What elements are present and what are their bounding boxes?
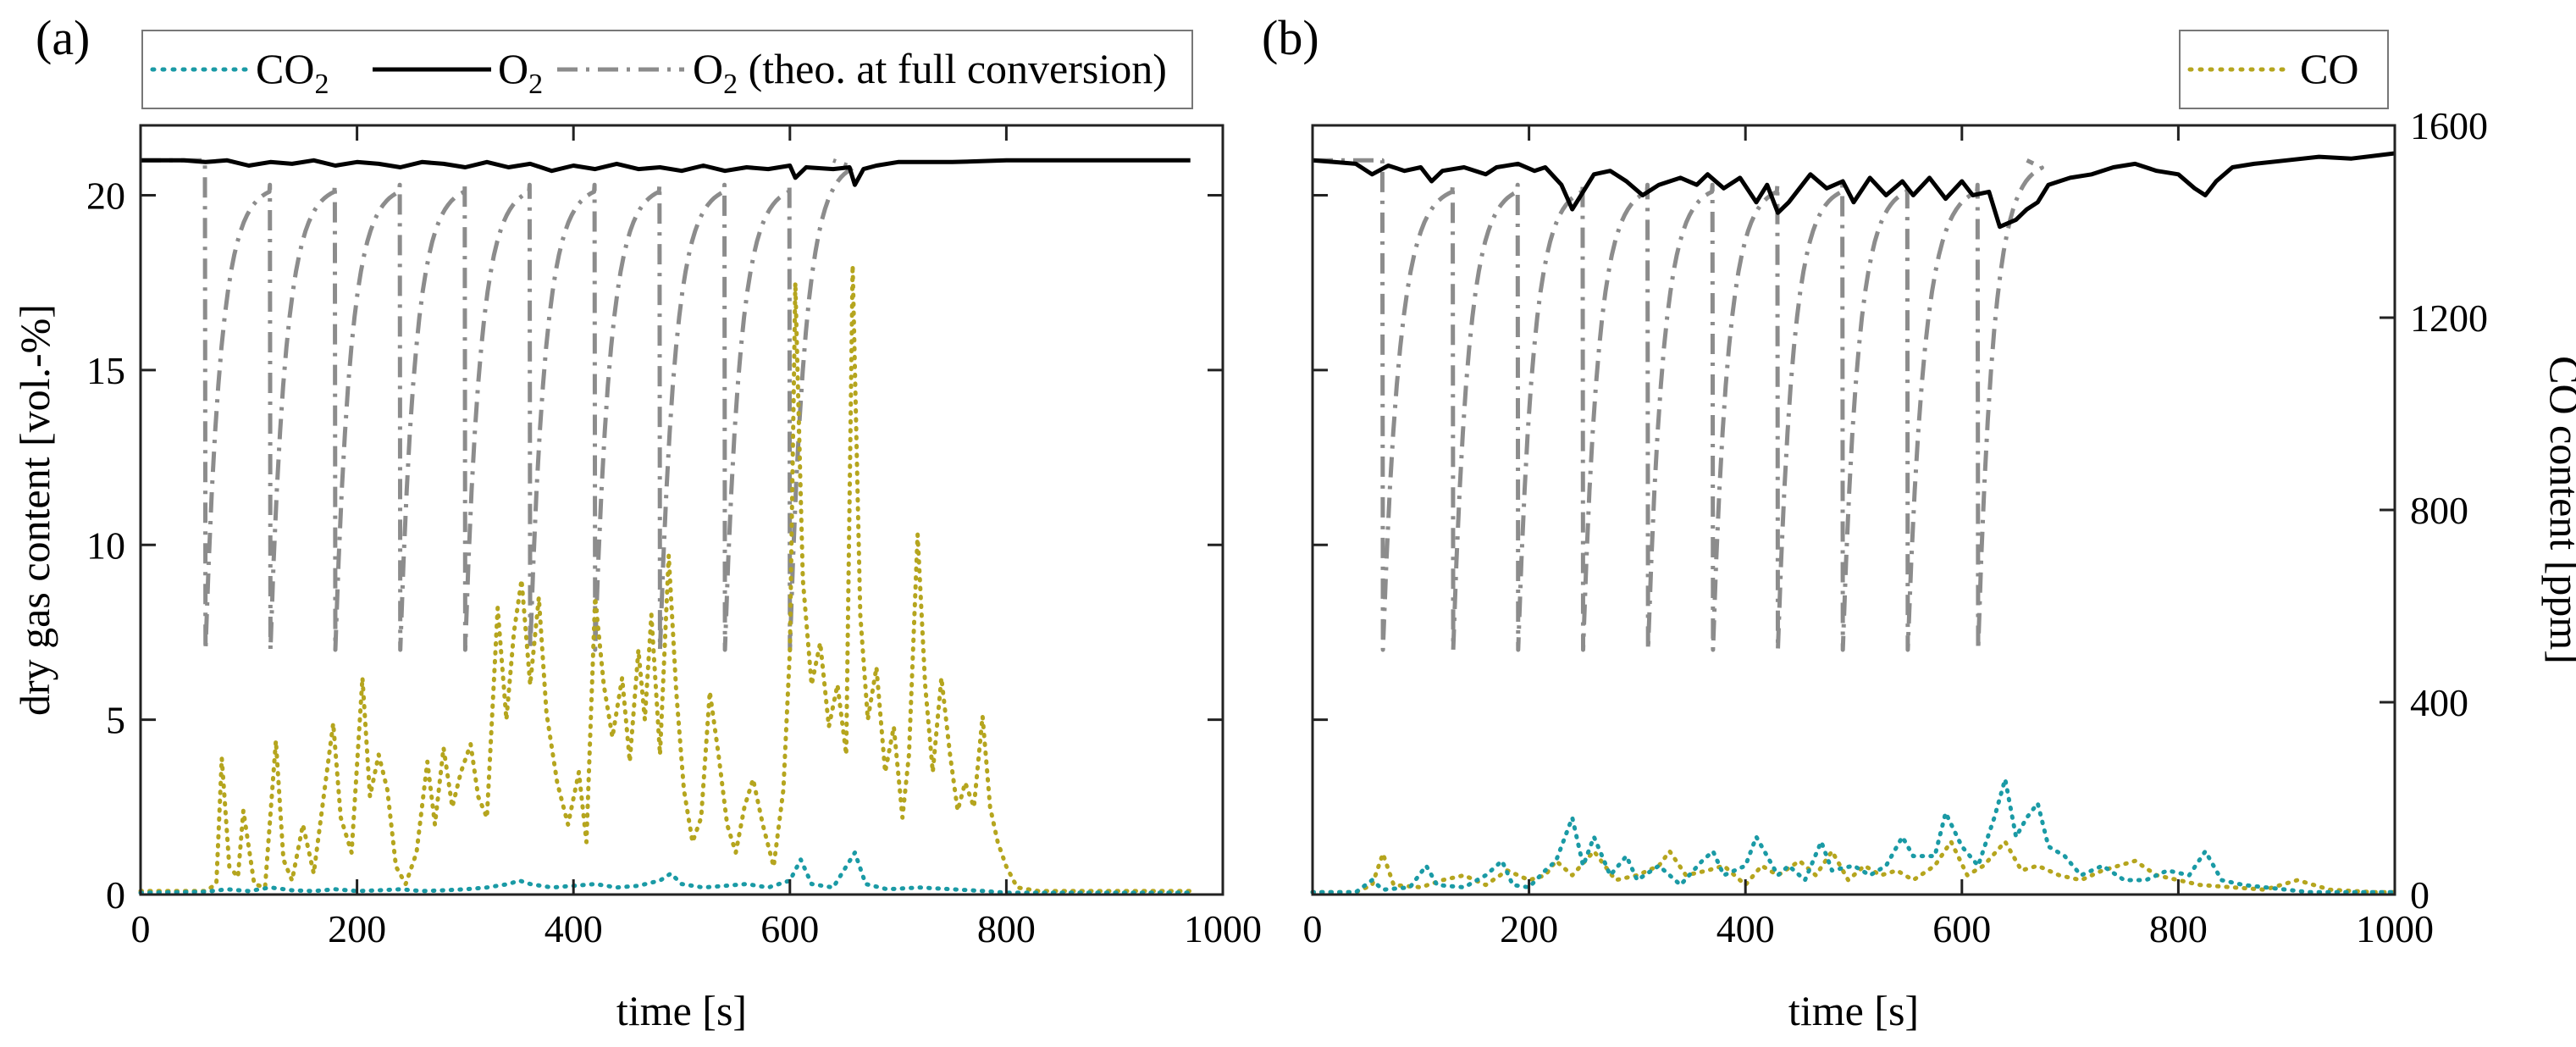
series-b-o2-theo-at-full-conversion <box>1313 158 2044 652</box>
series-b-o2 <box>1312 151 2396 230</box>
series-a-co2 <box>138 850 1193 895</box>
series-b-co <box>1310 839 2397 895</box>
x-tick-label-b-1000: 1000 <box>2356 907 2434 950</box>
panel-a-y-ticks: 0 5 10 15 20 <box>86 174 1223 917</box>
x-tick-label-b-400: 400 <box>1716 907 1775 950</box>
x-tick-label-a-800: 800 <box>977 907 1036 950</box>
panel-a-x-ticks: 0 200 400 600 800 1000 <box>131 125 1262 950</box>
panel-b: 0 200 400 600 800 1000 0 400 800 1200 1600 time [… <box>1303 104 2576 1034</box>
panel-a-xlabel: time [s] <box>616 987 747 1034</box>
x-tick-label-a-200: 200 <box>328 907 386 950</box>
series-a-o2 <box>141 158 1191 187</box>
x-tick-label-b-200: 200 <box>1500 907 1558 950</box>
legend-o2-theo-label: O2 (theo. at full conversion) <box>693 45 1167 100</box>
panel-a-frame <box>139 124 1224 896</box>
panel-b-x-ticks: 0 200 400 600 800 1000 <box>1303 125 2434 950</box>
x-tick-label-a-1000: 1000 <box>1184 907 1262 950</box>
legend-a: CO2 O2 O2 (theo. at full conversion) <box>141 30 1193 109</box>
x-tick-label-a-0: 0 <box>131 907 151 950</box>
panel-label-a: (a) <box>36 10 90 65</box>
y-tick-label-a-0: 0 <box>106 873 125 917</box>
panel-a-series <box>138 158 1193 895</box>
x-tick-label-b-0: 0 <box>1303 907 1323 950</box>
series-b-co2 <box>1310 777 2397 895</box>
y-tick-label-right-b-1600: 1600 <box>2410 104 2488 147</box>
series-a-co <box>138 263 1193 894</box>
panel-b-frame <box>1311 124 2396 896</box>
panel-b-y-ticks: 0 400 800 1200 1600 <box>1313 104 2488 917</box>
panel-label-b: (b) <box>1262 10 1319 65</box>
legend-o2-label: O2 <box>498 45 543 100</box>
x-tick-label-a-400: 400 <box>544 907 603 950</box>
y-tick-label-right-b-400: 400 <box>2410 681 2468 724</box>
y-tick-label-right-b-1200: 1200 <box>2410 296 2488 340</box>
panel-a-ylabel: dry gas content [vol.-%] <box>11 304 58 716</box>
panel-b-ylabel-right: CO content [ppm] <box>2541 356 2576 664</box>
y-tick-label-a-10: 10 <box>86 524 125 567</box>
y-tick-label-a-15: 15 <box>86 349 125 392</box>
legend-co2-label: CO2 <box>256 45 329 100</box>
panel-b-series <box>1310 151 2397 895</box>
panel-a: 0 200 400 600 800 1000 0 5 10 15 20 time [s] dry … <box>11 124 1262 1034</box>
series-a-o2-theo-at-full-conversion <box>141 158 856 652</box>
y-tick-label-a-20: 20 <box>86 174 125 218</box>
x-tick-label-a-600: 600 <box>760 907 819 950</box>
y-tick-label-right-b-800: 800 <box>2410 489 2468 532</box>
panel-b-xlabel: time [s] <box>1788 987 1919 1034</box>
x-tick-label-b-600: 600 <box>1932 907 1991 950</box>
y-tick-label-right-b-0: 0 <box>2410 873 2430 917</box>
legend-b: CO <box>2179 30 2389 109</box>
y-tick-label-a-5: 5 <box>106 699 125 742</box>
x-tick-label-b-800: 800 <box>2149 907 2208 950</box>
legend-co-label: CO <box>2300 45 2358 92</box>
